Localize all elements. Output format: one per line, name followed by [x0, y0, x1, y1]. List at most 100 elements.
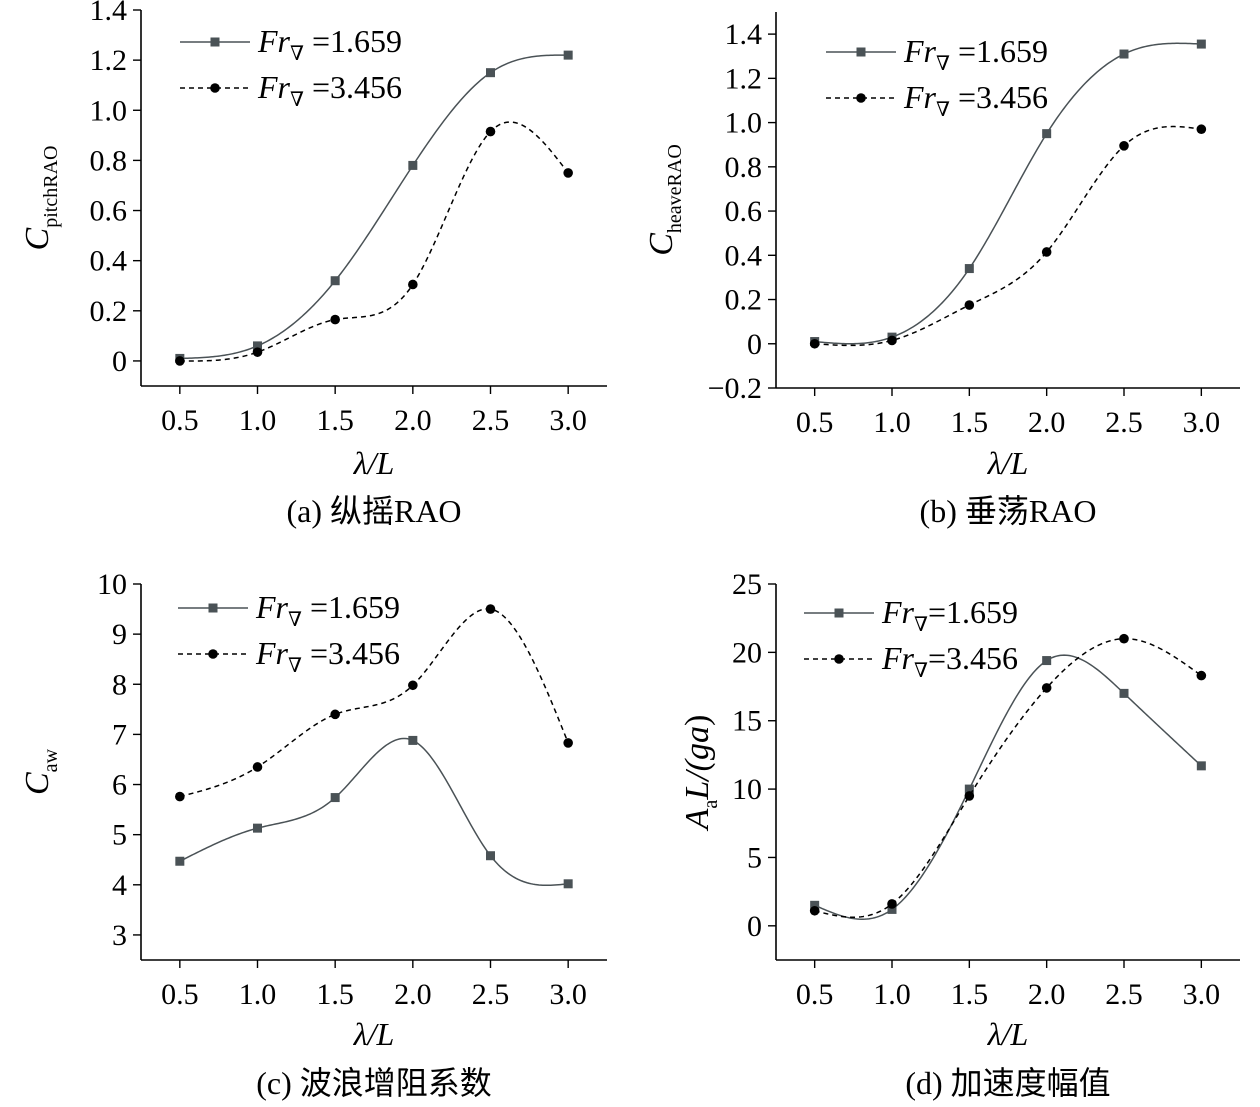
series-line-2	[814, 637, 1202, 919]
series-line-1	[814, 42, 1202, 345]
legend-label-series-2: Fr∇ =3.456	[255, 635, 400, 677]
y-tick-label: 0.6	[90, 195, 128, 228]
x-tick-label: 1.0	[873, 978, 911, 1011]
x-tick-label: 0.5	[796, 978, 834, 1011]
y-tick-label: 4	[112, 869, 127, 902]
legend: Fr∇ =1.659 Fr∇ =3.456	[178, 589, 400, 677]
series-line-2	[814, 125, 1202, 347]
data-point-series-1	[330, 793, 340, 803]
x-tick-label: 0.5	[161, 978, 199, 1011]
legend-marker	[208, 603, 218, 613]
legend-value: =1.659	[302, 589, 400, 625]
data-point-series-1	[563, 50, 573, 60]
data-point-series-1	[486, 68, 495, 78]
data-point-series-2	[408, 680, 418, 691]
legend-name: Fr	[903, 79, 937, 115]
data-point-series-2	[330, 314, 340, 325]
legend-item-series-1: Fr∇ =1.659	[826, 33, 1048, 75]
data-point-series-2	[408, 279, 418, 290]
data-point-series-2	[563, 738, 573, 748]
x-tick-label: 1.5	[951, 978, 989, 1011]
y-axis-label: AaL/(ga)	[679, 715, 722, 832]
data-point-series-2	[1041, 683, 1052, 693]
y-axis-label: CpitchRAO	[19, 146, 62, 251]
x-tick-label: 2.0	[1028, 406, 1066, 439]
data-point-series-2	[485, 126, 496, 137]
data-point-series-1	[887, 904, 897, 914]
y-tick-label: 0	[112, 345, 127, 378]
legend: Fr∇=1.659 Fr∇=3.456	[804, 594, 1018, 682]
legend-name: Fr	[881, 640, 915, 676]
series-line-2	[179, 608, 569, 798]
data-point-series-1	[964, 264, 974, 274]
data-point-series-2	[887, 335, 897, 346]
data-point-series-2	[1196, 670, 1207, 681]
x-tick-label: 3.0	[549, 978, 587, 1011]
series-line-2	[179, 121, 569, 362]
data-point-series-2	[563, 168, 573, 178]
legend-subscript: ∇	[914, 660, 928, 682]
x-tick-label: 2.0	[394, 978, 432, 1011]
x-tick-label: 1.0	[873, 406, 911, 439]
series-line-1	[814, 654, 1202, 920]
y-tick-label: 1.2	[90, 44, 128, 77]
x-tick-label: 1.0	[239, 978, 277, 1011]
series-line-1	[179, 54, 569, 360]
data-point-series-1	[175, 856, 185, 866]
x-tick-label: 1.5	[316, 404, 354, 437]
data-point-series-2	[1041, 247, 1052, 257]
data-point-series-2	[252, 762, 263, 772]
x-tick-label: 1.0	[239, 404, 277, 437]
data-point-series-1	[1196, 761, 1206, 771]
y-tick-label: 10	[732, 773, 762, 806]
legend-label-series-1: Fr∇ =1.659	[255, 589, 400, 631]
data-point-series-2	[175, 791, 185, 802]
x-tick-label: 2.0	[394, 404, 432, 437]
legend-marker	[210, 83, 220, 93]
y-tick-label: 0.4	[90, 245, 128, 278]
data-point-series-2	[1119, 633, 1129, 644]
chart-caption: (c) 波浪增阻系数	[256, 1065, 492, 1101]
y-tick-label: 8	[112, 668, 127, 701]
chart-caption: (d) 加速度幅值	[905, 1065, 1110, 1101]
legend-value: =3.456	[304, 69, 402, 105]
data-point-series-1	[1042, 129, 1052, 139]
y-tick-label: 25	[732, 568, 762, 601]
y-tick-label: 7	[112, 718, 127, 751]
y-tick-label: 0.8	[90, 144, 128, 177]
x-tick-label: 3.0	[1183, 978, 1221, 1011]
legend: Fr∇ =1.659 Fr∇ =3.456	[180, 23, 402, 111]
legend-name: Fr	[257, 23, 291, 59]
x-tick-label: 3.0	[549, 404, 587, 437]
legend-item-series-1: Fr∇=1.659	[804, 594, 1018, 636]
x-axis-label: λ/L	[987, 445, 1029, 481]
legend-item-series-2: Fr∇=3.456	[804, 640, 1018, 682]
legend-name: Fr	[255, 635, 289, 671]
y-tick-label: −0.2	[708, 372, 762, 405]
y-tick-label: 0.2	[725, 284, 763, 317]
legend-value: =3.456	[928, 640, 1018, 676]
legend-name: Fr	[881, 594, 915, 630]
y-tick-label: 1.0	[725, 107, 763, 140]
y-tick-label: 1.2	[725, 62, 763, 95]
data-point-series-2	[964, 300, 975, 310]
legend-marker	[834, 608, 844, 618]
legend-label-series-1: Fr∇ =1.659	[257, 23, 402, 65]
legend-marker	[210, 37, 220, 47]
x-tick-label: 2.5	[1105, 978, 1143, 1011]
x-tick-label: 1.5	[951, 406, 989, 439]
x-tick-label: 2.5	[472, 404, 510, 437]
legend-subscript: ∇	[936, 99, 950, 121]
data-point-series-2	[1196, 124, 1207, 135]
legend-marker	[856, 93, 866, 103]
chart-caption: (a) 纵摇RAO	[286, 493, 461, 529]
data-point-series-1	[253, 341, 262, 351]
data-point-series-2	[485, 604, 496, 614]
data-point-series-2	[964, 791, 975, 801]
legend-label-series-1: Fr∇=1.659	[881, 594, 1018, 636]
data-point-series-2	[809, 338, 820, 349]
data-point-series-1	[964, 784, 974, 794]
x-tick-label: 1.5	[316, 978, 354, 1011]
